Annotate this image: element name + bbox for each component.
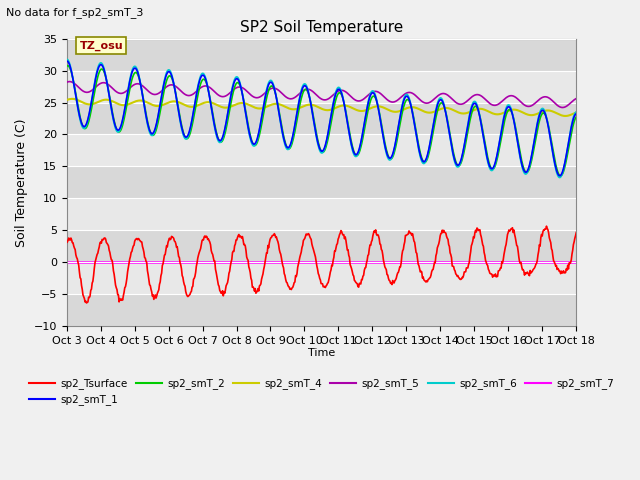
Bar	[67, 39, 576, 71]
Bar	[67, 167, 576, 198]
Title: SP2 Soil Temperature: SP2 Soil Temperature	[240, 20, 403, 35]
Bar	[67, 134, 576, 167]
Bar	[67, 262, 576, 294]
Bar	[67, 230, 576, 262]
Bar	[67, 103, 576, 134]
Text: No data for f_sp2_smT_3: No data for f_sp2_smT_3	[6, 7, 144, 18]
Bar	[67, 71, 576, 103]
Bar	[67, 294, 576, 326]
Text: TZ_osu: TZ_osu	[79, 41, 123, 51]
X-axis label: Time: Time	[308, 348, 335, 358]
Y-axis label: Soil Temperature (C): Soil Temperature (C)	[15, 118, 28, 247]
Bar	[67, 198, 576, 230]
Legend: sp2_Tsurface, sp2_smT_1, sp2_smT_2, sp2_smT_4, sp2_smT_5, sp2_smT_6, sp2_smT_7: sp2_Tsurface, sp2_smT_1, sp2_smT_2, sp2_…	[25, 374, 618, 409]
